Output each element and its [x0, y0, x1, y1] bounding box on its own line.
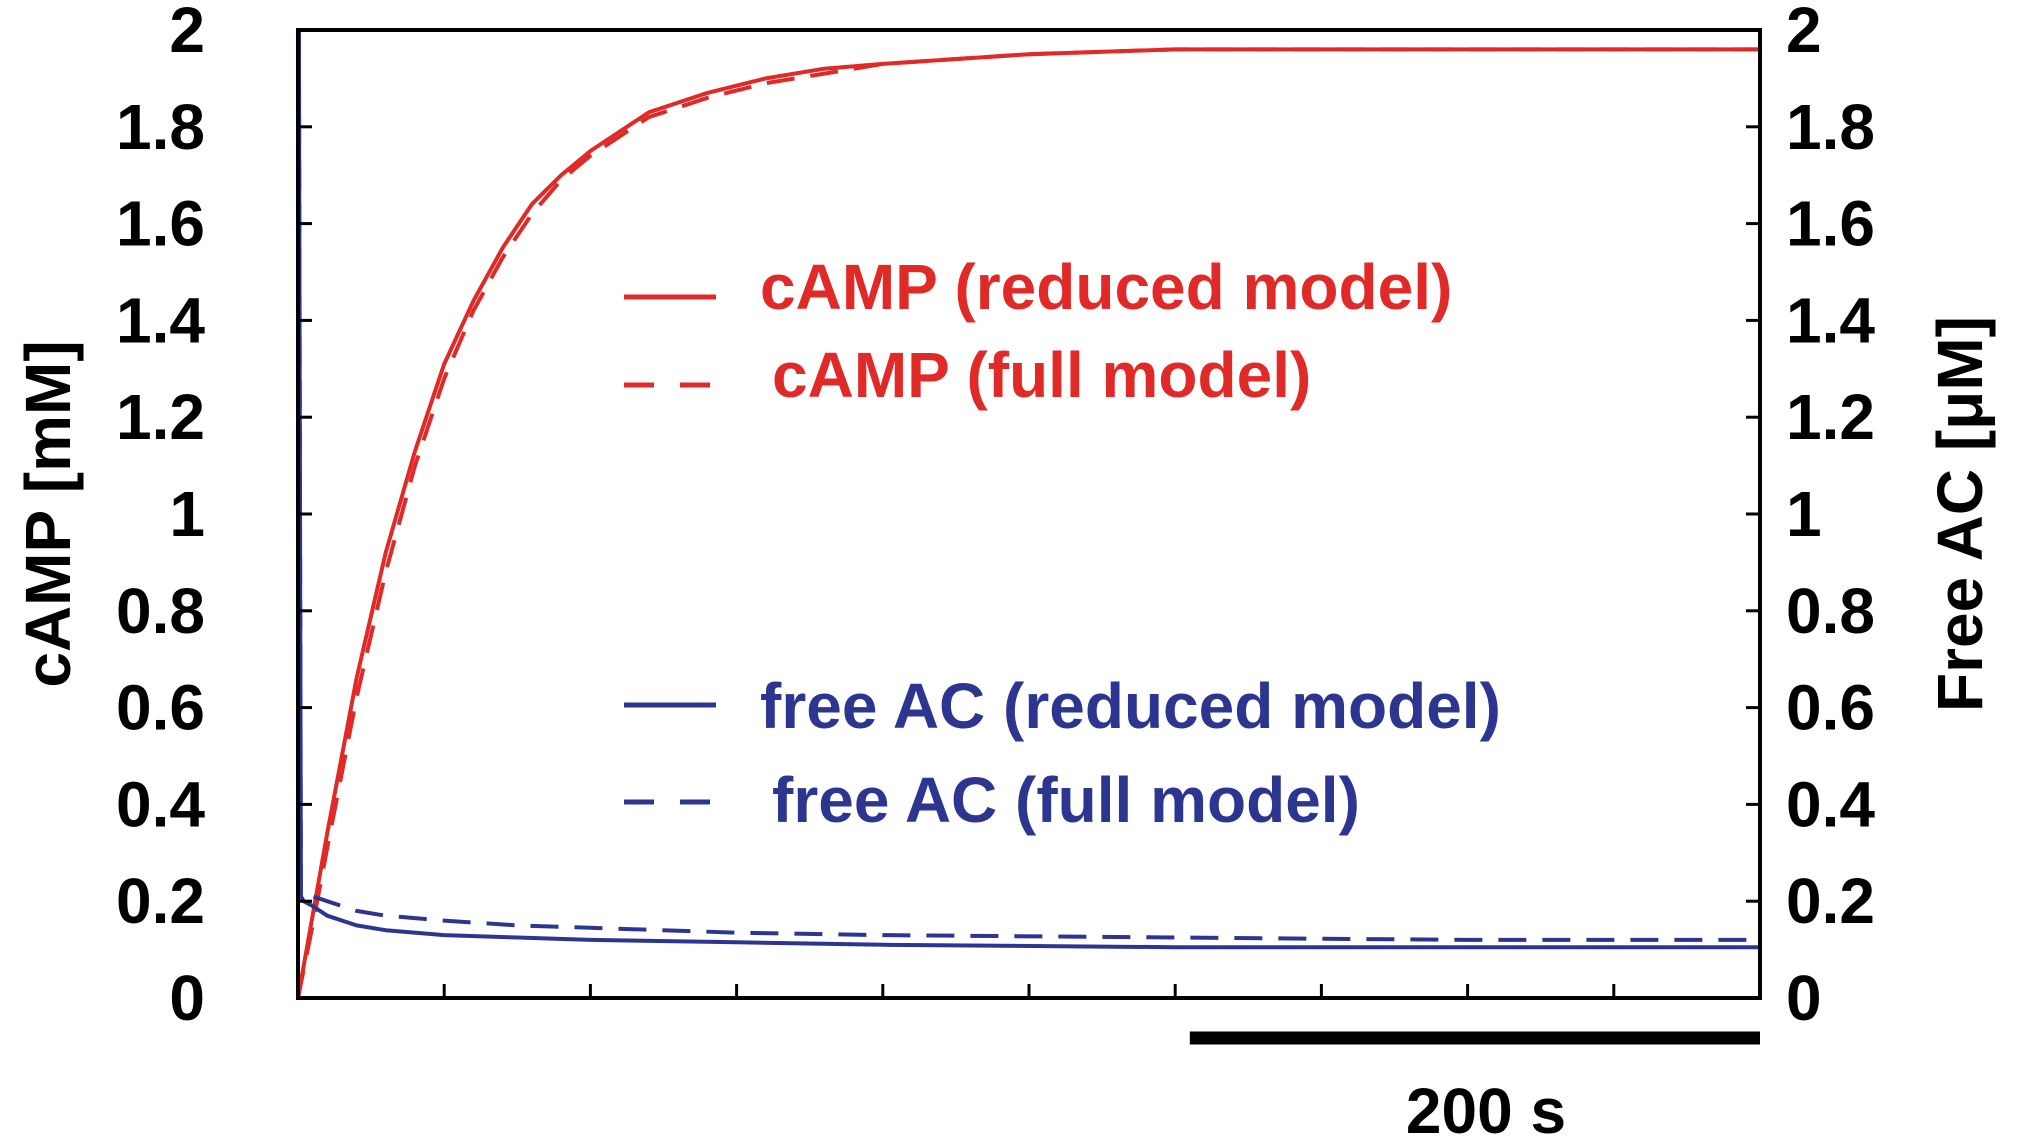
- left-tick-label: 0: [169, 962, 205, 1034]
- left-tick-label: 0.6: [116, 672, 205, 744]
- legend-label-ac-full: free AC (full model): [772, 764, 1360, 836]
- right-tick-label: 1.6: [1786, 188, 1875, 260]
- series-line-camp-reduced-model: [296, 47, 1760, 999]
- left-axis-title: cAMP [mM]: [12, 340, 84, 687]
- right-tick-label: 0: [1786, 962, 1822, 1034]
- left-tick-label: 1: [169, 478, 205, 550]
- tick-layer: 0 0 0.2 0.2 0.4 0.4 0.6 0.6 0.8 0.8 1 1 1.2 1.2 1.4 1.4…: [116, 0, 1875, 1034]
- right-tick-label: 1: [1786, 478, 1822, 550]
- left-tick-label: 1.2: [116, 381, 205, 453]
- legend-label-camp-reduced: cAMP (reduced model): [760, 251, 1452, 323]
- left-tick-label: 1.8: [116, 91, 205, 163]
- right-tick-label: 1.2: [1786, 381, 1875, 453]
- series-layer: [296, 28, 1760, 999]
- scale-bar-label: 200 s: [1406, 1075, 1566, 1139]
- series-line-free-ac-reduced-model: [296, 28, 1760, 950]
- right-tick-label: 0.4: [1786, 768, 1875, 840]
- legend: cAMP (reduced model) cAMP (full model) f…: [624, 251, 1501, 836]
- left-tick-label: 0.4: [116, 768, 205, 840]
- left-tick-label: 0.2: [116, 865, 205, 937]
- left-tick-label: 1.4: [116, 284, 205, 356]
- left-tick-label: 0.8: [116, 575, 205, 647]
- left-tick-label: 2: [169, 0, 205, 66]
- right-tick-label: 2: [1786, 0, 1822, 66]
- legend-label-camp-full: cAMP (full model): [772, 339, 1311, 411]
- right-axis-title: Free AC [μM]: [1924, 316, 1996, 712]
- right-tick-label: 0.6: [1786, 672, 1875, 744]
- right-tick-label: 1.4: [1786, 284, 1875, 356]
- legend-label-ac-reduced: free AC (reduced model): [760, 670, 1501, 742]
- series-line-camp-full-model: [296, 47, 1760, 999]
- plot-frame: [296, 28, 1762, 1000]
- right-tick-label: 0.8: [1786, 575, 1875, 647]
- right-tick-label: 0.2: [1786, 865, 1875, 937]
- right-tick-label: 1.8: [1786, 91, 1875, 163]
- series-line-free-ac-full-model: [296, 28, 1760, 942]
- left-tick-label: 1.6: [116, 188, 205, 260]
